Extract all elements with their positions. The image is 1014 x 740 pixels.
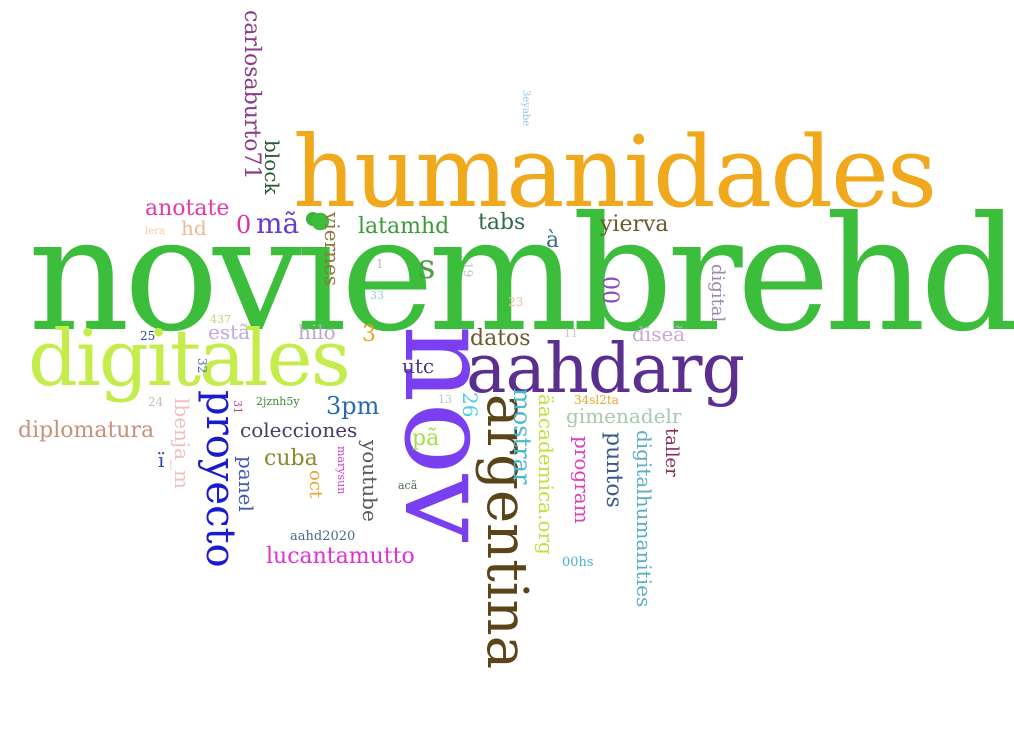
word-437: 437 (210, 313, 231, 326)
word-aahdarg: aahdarg (466, 330, 745, 409)
word-aca: acã (398, 479, 418, 492)
word-26: 26 (458, 392, 482, 418)
word-lucantamutto: lucantamutto (266, 544, 415, 569)
word-1: 1 (376, 257, 384, 271)
word-ma: mã (256, 207, 300, 240)
word-yierva: yierva (600, 212, 669, 237)
word-colecciones: colecciones (240, 418, 358, 442)
word-marysun: marysun (335, 446, 348, 495)
word-oct: oct (305, 470, 326, 499)
word-3: 3 (362, 322, 376, 347)
word-i-diaeresis: ï (158, 448, 165, 472)
word-esta: estã (208, 320, 251, 344)
word-24: 24 (148, 395, 164, 409)
word-23: 23 (508, 295, 524, 309)
word-digital: digital (707, 264, 728, 323)
word-pa: pã (412, 426, 440, 451)
word-youtube: youtube (358, 440, 382, 522)
word-a: à (546, 228, 560, 253)
word-taller: taller (661, 428, 682, 477)
word-11: 11 (564, 327, 578, 340)
word-mostrar: mostrar (508, 388, 536, 485)
word-32: 32 (195, 358, 209, 374)
word-noviembrehd: noviembrehd (28, 183, 1014, 367)
word-25: 25 (140, 329, 156, 343)
word-panel: panel (234, 456, 258, 512)
word-34sl2ta: 34sl2ta (574, 393, 619, 407)
word-hd: hd (181, 216, 207, 240)
word-0: 0 (236, 211, 252, 239)
word-latamhd: latamhd (358, 214, 450, 239)
word-anotate: anotate (145, 196, 230, 221)
word-aahd2020: aahd2020 (290, 529, 356, 544)
word-s: s (418, 247, 436, 287)
word-13: 13 (438, 393, 452, 406)
word-carlosaburto71: carlosaburto71 (239, 10, 264, 180)
word-datos: datos (470, 326, 531, 351)
word-diplomatura: diplomatura (18, 418, 155, 443)
word-31: 31 (231, 400, 244, 414)
word-disea: diseã (632, 322, 686, 346)
word-19: 19 (461, 262, 475, 278)
word-hilo: hilo (298, 320, 336, 344)
word-program: program (570, 436, 594, 524)
word-00: 00 (597, 276, 622, 304)
word-humanidades: humanidades (293, 116, 937, 230)
word-digitales: digitales (28, 314, 351, 404)
dot-mark (306, 212, 320, 226)
word-aacademica: äacademica.org (534, 394, 558, 555)
word-tabs: tabs (478, 210, 526, 235)
word-2jznh5y: 2jznh5y (256, 395, 300, 408)
word-cuba: cuba (264, 446, 318, 471)
word-00hs: 00hs (562, 555, 594, 570)
word-gimenadelr: gimenadelr (566, 404, 682, 428)
word-viernes: viernes (320, 212, 344, 287)
word-utc: utc (402, 354, 435, 378)
word-lbenja-m: lbenja_m (170, 398, 194, 490)
word-lera: lera (145, 226, 165, 237)
word-digitalhumanities: digitalhumanities (632, 430, 656, 608)
word-block: block (260, 140, 284, 195)
word-puntos: puntos (601, 432, 626, 508)
word-3eyabe: 3eyabe (520, 90, 531, 127)
word-33: 33 (370, 289, 384, 302)
word-3pm: 3pm (326, 392, 380, 420)
